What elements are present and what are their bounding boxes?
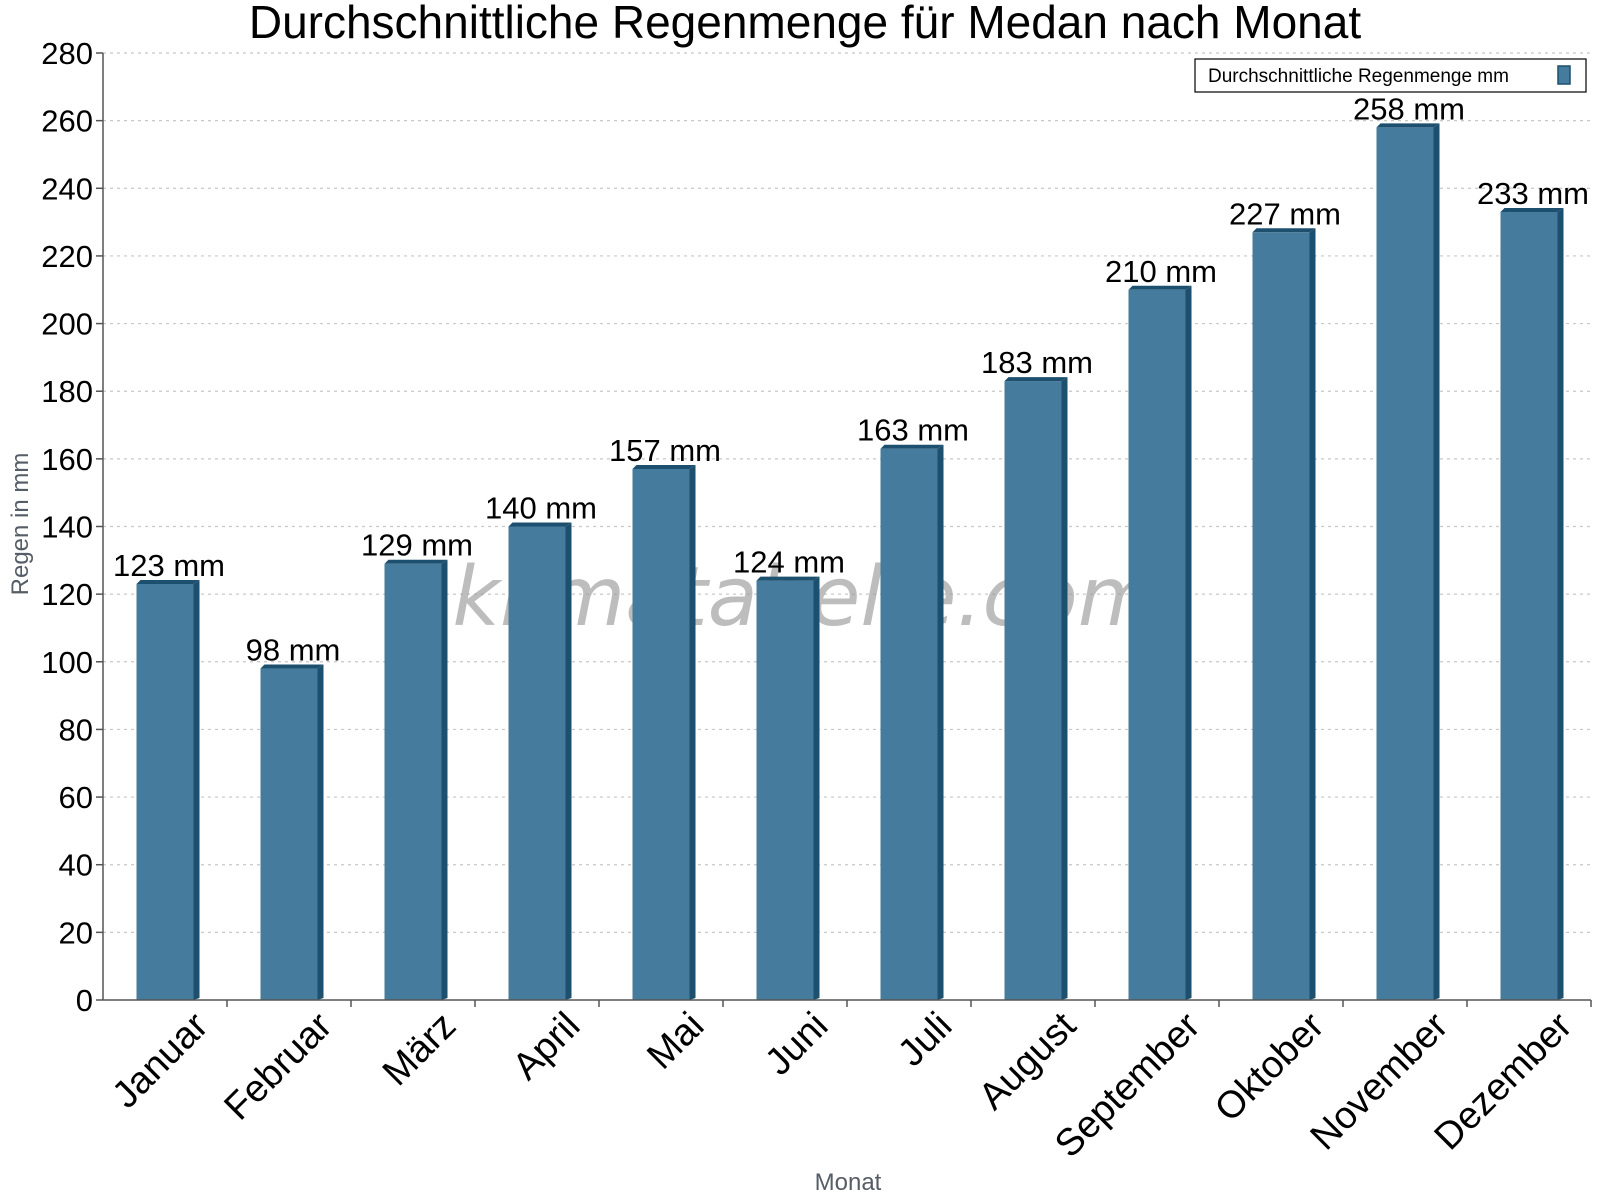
x-tick-label: Mai (639, 1005, 712, 1078)
y-tick-label: 160 (41, 442, 93, 477)
chart-title: Durchschnittliche Regenmenge für Medan n… (249, 0, 1362, 48)
y-tick-label: 120 (41, 577, 93, 612)
x-tick-label: Juli (890, 1005, 960, 1075)
legend: Durchschnittliche Regenmenge mm (1194, 58, 1587, 93)
bars (136, 123, 1564, 1001)
bar-juni (756, 576, 820, 1000)
bar-side (1309, 228, 1316, 1001)
bar-face (1376, 127, 1434, 1000)
bar-side (689, 465, 696, 1001)
legend-label: Durchschnittliche Regenmenge mm (1208, 66, 1509, 87)
y-tick-label: 60 (59, 780, 93, 815)
y-tick-label: 40 (59, 848, 93, 883)
bar-top (508, 522, 572, 527)
bar-mai (632, 465, 696, 1001)
bar-side (937, 444, 944, 1001)
y-tick-label: 220 (41, 239, 93, 274)
bar-face (880, 448, 938, 1001)
bar-top (880, 444, 944, 449)
data-label: 210 mm (1105, 254, 1217, 289)
bar-face (1500, 211, 1558, 1001)
bar-august (1004, 377, 1068, 1000)
bar-top (632, 465, 696, 470)
bar-top (756, 576, 820, 581)
legend-swatch (1557, 65, 1571, 85)
bar-side (1185, 285, 1192, 1000)
bar-face (508, 526, 566, 1000)
x-axis-title: Monat (815, 1169, 882, 1196)
x-tick-label: Juni (757, 1005, 836, 1084)
bar-face (1004, 381, 1062, 1000)
bar-face (1128, 289, 1186, 1000)
y-axis-title: Regen in mm (7, 453, 34, 596)
bar-top (1252, 228, 1316, 233)
y-tick-label: 0 (76, 983, 93, 1018)
y-tick-label: 20 (59, 915, 93, 950)
data-label: 157 mm (609, 433, 721, 468)
x-tick-label: Februar (217, 1004, 341, 1128)
x-tick-label: Oktober (1207, 1004, 1333, 1130)
bar-januar (136, 579, 200, 1000)
bar-november (1376, 123, 1440, 1000)
bar-juli (880, 444, 944, 1001)
bar-dezember (1500, 207, 1564, 1001)
bar-face (756, 580, 814, 1000)
data-labels: 123 mm 98 mm 129 mm 140 mm 157 mm 124 mm 163 m… (113, 91, 1589, 667)
data-label: 98 mm (246, 633, 341, 668)
data-label: 163 mm (857, 413, 969, 448)
bar-face (136, 583, 194, 1000)
data-label: 183 mm (981, 345, 1093, 380)
y-tick-label: 100 (41, 645, 93, 680)
bar-märz (384, 559, 448, 1000)
grid-lines (103, 52, 1591, 933)
bar-top (260, 664, 324, 669)
x-tick-label: Dezember (1427, 1004, 1581, 1158)
bar-top (1004, 377, 1068, 382)
data-label: 140 mm (485, 491, 597, 526)
data-label: 123 mm (113, 548, 225, 583)
y-tick-label: 80 (59, 712, 93, 747)
x-tick-label: August (971, 1004, 1085, 1118)
y-tick-label: 280 (41, 36, 93, 71)
data-label: 258 mm (1353, 91, 1465, 126)
bar-side (317, 664, 324, 1000)
x-tick-label: März (375, 1005, 464, 1094)
data-label: 227 mm (1229, 196, 1341, 231)
bar-september (1128, 285, 1192, 1000)
bar-top (1376, 123, 1440, 128)
legend-box (1194, 58, 1587, 93)
x-tick-label: April (505, 1005, 588, 1088)
bar-top (1500, 207, 1564, 212)
y-tick-label: 260 (41, 104, 93, 139)
y-tick-label: 200 (41, 307, 93, 342)
bar-side (1061, 377, 1068, 1000)
bar-side (813, 576, 820, 1000)
bar-side (1557, 207, 1564, 1001)
data-label: 129 mm (361, 528, 473, 563)
bar-side (1433, 123, 1440, 1000)
bar-face (632, 469, 690, 1001)
bar-top (1128, 285, 1192, 290)
bar-face (384, 563, 442, 1000)
bar-top (384, 559, 448, 564)
data-label: 124 mm (733, 545, 845, 580)
y-tick-label: 140 (41, 510, 93, 545)
y-tick-label: 180 (41, 374, 93, 409)
bar-april (508, 522, 572, 1000)
bar-side (193, 579, 200, 1000)
y-tick-label: 240 (41, 171, 93, 206)
bar-side (441, 559, 448, 1000)
data-label: 233 mm (1477, 176, 1589, 211)
bar-face (1252, 232, 1310, 1001)
bar-oktober (1252, 228, 1316, 1001)
bar-face (260, 668, 318, 1000)
bar-side (565, 522, 572, 1000)
bar-top (136, 579, 200, 584)
x-tick-label: Januar (104, 1004, 216, 1116)
bar-februar (260, 664, 324, 1000)
